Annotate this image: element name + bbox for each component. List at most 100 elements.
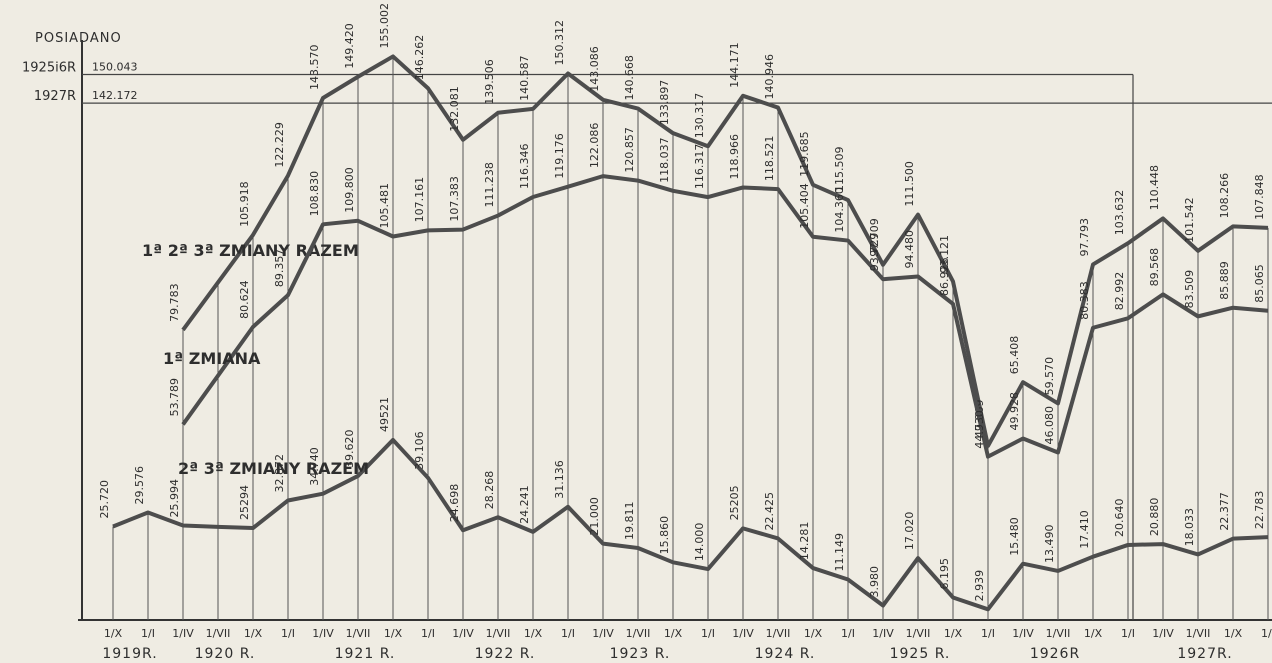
value-label: 24.698 — [448, 484, 461, 523]
value-label: 111.238 — [483, 162, 496, 208]
x-tick-label: 1/I — [141, 627, 155, 640]
value-label: 22.425 — [763, 492, 776, 531]
reference-label: 1927R — [34, 89, 76, 104]
value-label: 11.149 — [833, 533, 846, 572]
value-label: 103.632 — [1113, 190, 1126, 236]
value-label: 49.928 — [1008, 392, 1021, 431]
value-label: 32.872 — [273, 454, 286, 493]
x-tick-label: 1/VII — [346, 627, 371, 640]
value-label: 119.176 — [553, 133, 566, 179]
x-tick-label: 1/X — [244, 627, 263, 640]
value-label: 39.106 — [413, 431, 426, 470]
value-label: 17.410 — [1078, 510, 1091, 549]
value-label: 20.880 — [1148, 498, 1161, 537]
value-label: 118.966 — [728, 134, 741, 180]
x-tick-label: 1/IV — [312, 627, 334, 640]
value-label: 140.587 — [518, 55, 531, 101]
value-label: 34.740 — [308, 447, 321, 486]
value-label: 25294 — [238, 485, 251, 520]
value-label: 79.783 — [168, 283, 181, 322]
value-label: 116.317 — [693, 144, 706, 190]
series-line — [181, 174, 1269, 459]
value-label: 119.685 — [798, 131, 811, 177]
value-label: 107.848 — [1253, 174, 1266, 220]
value-label: 3.980 — [868, 566, 881, 598]
value-label: 89.357 — [273, 249, 286, 288]
value-label: 94.480 — [903, 230, 916, 269]
x-tick-label: 1/IV — [592, 627, 614, 640]
value-label: 25.994 — [168, 479, 181, 518]
x-tick-label: 1/X — [664, 627, 683, 640]
reference-value: 142.172 — [92, 89, 138, 102]
value-label: 109.800 — [343, 167, 356, 213]
value-label: 80.383 — [1078, 281, 1091, 320]
value-label: 53.789 — [168, 378, 181, 417]
value-label: 97.709 — [868, 218, 881, 257]
value-label: 116.346 — [518, 143, 531, 189]
value-label: 110.448 — [1148, 165, 1161, 211]
value-label: 65.408 — [1008, 336, 1021, 375]
x-tick-label: 1/I — [421, 627, 435, 640]
x-tick-label: 1/I — [701, 627, 715, 640]
x-tick-label: 1/X — [384, 627, 403, 640]
value-label: 107.383 — [448, 176, 461, 222]
year-label: 1925 R. — [890, 646, 951, 662]
value-label: 13.490 — [1043, 524, 1056, 563]
value-label: 155.002 — [378, 3, 391, 49]
x-tick-label: 1/I — [561, 627, 575, 640]
value-label: 22.783 — [1253, 491, 1266, 530]
year-label: 1923 R. — [610, 646, 671, 662]
value-label: 93.729 — [868, 233, 881, 272]
x-tick-label: 1/X — [1224, 627, 1243, 640]
value-label: 101.542 — [1183, 197, 1196, 243]
year-label: 1922 R. — [475, 646, 536, 662]
x-tick-label: 1/VII — [766, 627, 791, 640]
year-label: 1924 R. — [755, 646, 816, 662]
value-label: 59.570 — [1043, 357, 1056, 396]
value-label: 15.480 — [1008, 517, 1021, 556]
value-label: 18.033 — [1183, 508, 1196, 547]
year-label: 1926R — [1030, 646, 1080, 662]
value-label: 83.509 — [1183, 270, 1196, 309]
x-tick-label: 1/VII — [1186, 627, 1211, 640]
x-tick-label: 1/X — [104, 627, 123, 640]
value-label: 118.037 — [658, 137, 671, 183]
value-label: 28.268 — [483, 471, 496, 510]
value-label: 105.481 — [378, 183, 391, 229]
value-label: 80.624 — [238, 280, 251, 319]
value-label: 85.065 — [1253, 264, 1266, 303]
year-label: 1920 R. — [195, 646, 256, 662]
value-label: 133.897 — [658, 80, 671, 126]
value-label: 44.930 — [973, 410, 986, 449]
value-label: 17.020 — [903, 512, 916, 551]
x-tick-label: 1/I — [981, 627, 995, 640]
value-label: 105.918 — [238, 181, 251, 227]
x-tick-label: 1/I — [1121, 627, 1135, 640]
x-tick-label: 1/I — [281, 627, 295, 640]
value-label: 104.360 — [833, 187, 846, 233]
value-label: 19.811 — [623, 501, 636, 540]
reference-label: 1925i6R — [22, 60, 76, 75]
value-label: 143.570 — [308, 45, 321, 91]
value-label: 111.500 — [903, 161, 916, 207]
series-label: 1ª 2ª 3ª ZMIANY RAZEM — [142, 241, 359, 260]
series-label: 1ª ZMIANA — [163, 349, 261, 368]
value-label: 122.086 — [588, 123, 601, 169]
value-label: 21.000 — [588, 497, 601, 536]
value-label: 150.312 — [553, 20, 566, 66]
series-label: 2ª 3ª ZMIANY RAZEM — [178, 459, 369, 478]
series-line — [181, 54, 1269, 448]
year-label: 1919R. — [102, 646, 157, 662]
series-line — [112, 437, 1269, 612]
value-label: 140.946 — [763, 54, 776, 100]
value-label: 85.889 — [1218, 261, 1231, 300]
value-label: 20.640 — [1113, 498, 1126, 537]
value-label: 144.171 — [728, 42, 741, 88]
x-tick-label: 1/VII — [906, 627, 931, 640]
value-label: 108.830 — [308, 171, 321, 217]
value-label: 6.195 — [938, 558, 951, 590]
value-label: 25.720 — [98, 480, 111, 519]
value-label: 14.281 — [798, 522, 811, 561]
x-tick-label: 1/X — [804, 627, 823, 640]
